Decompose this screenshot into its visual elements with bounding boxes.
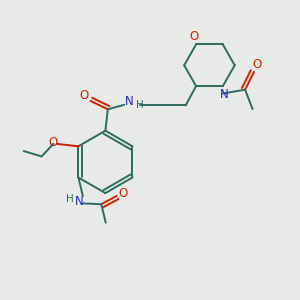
Text: H: H <box>136 100 143 110</box>
Text: O: O <box>80 89 88 102</box>
Text: N: N <box>125 95 134 108</box>
Text: N: N <box>75 195 84 208</box>
Text: N: N <box>220 88 229 101</box>
Text: O: O <box>118 187 128 200</box>
Text: O: O <box>252 58 262 71</box>
Text: O: O <box>190 30 199 43</box>
Text: O: O <box>49 136 58 149</box>
Text: H: H <box>66 194 73 204</box>
